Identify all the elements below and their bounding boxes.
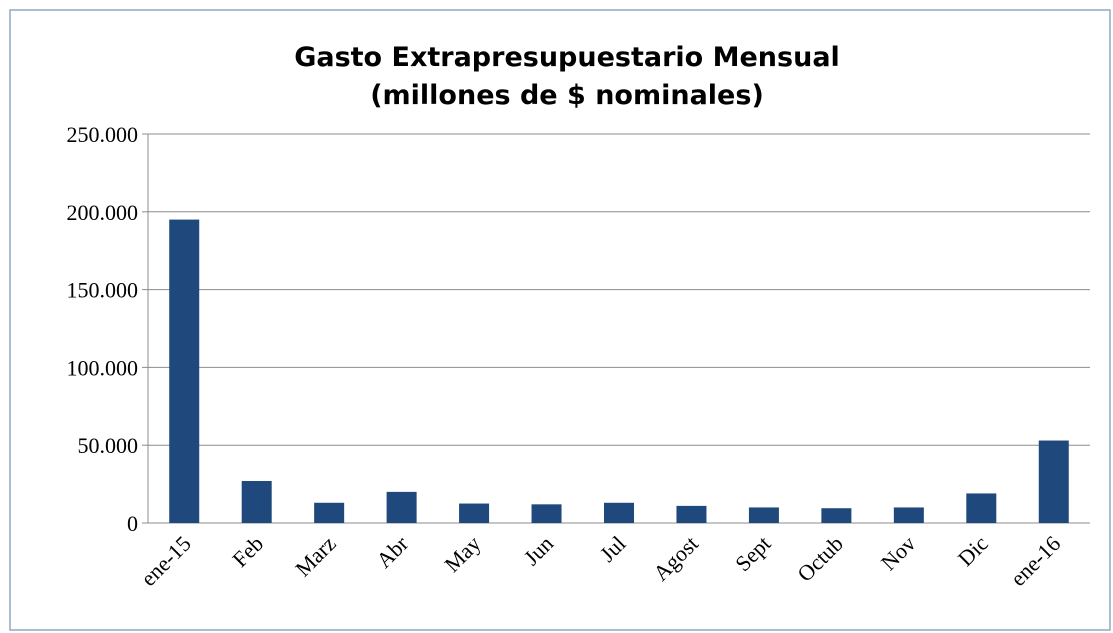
bar: [821, 508, 852, 523]
bar: [459, 503, 490, 523]
chart-title: (millones de $ nominales): [370, 80, 764, 111]
bar: [241, 480, 272, 523]
bar: [1038, 440, 1069, 523]
y-tick-label: 0: [127, 511, 138, 536]
bar: [531, 504, 562, 523]
bar: [893, 507, 924, 523]
bar: [314, 502, 345, 523]
y-tick-label: 100.000: [67, 355, 139, 380]
bar: [604, 502, 634, 523]
y-tick-label: 150.000: [67, 278, 139, 303]
y-tick-label: 250.000: [67, 122, 139, 147]
y-tick-label: 200.000: [67, 200, 139, 225]
bar: [386, 491, 417, 523]
bar: [169, 219, 200, 523]
bar: [966, 493, 997, 523]
chart-title: Gasto Extrapresupuestario Mensual: [294, 42, 840, 73]
y-tick-label: 50.000: [78, 433, 139, 458]
bar: [748, 507, 779, 523]
bar: [676, 505, 707, 523]
